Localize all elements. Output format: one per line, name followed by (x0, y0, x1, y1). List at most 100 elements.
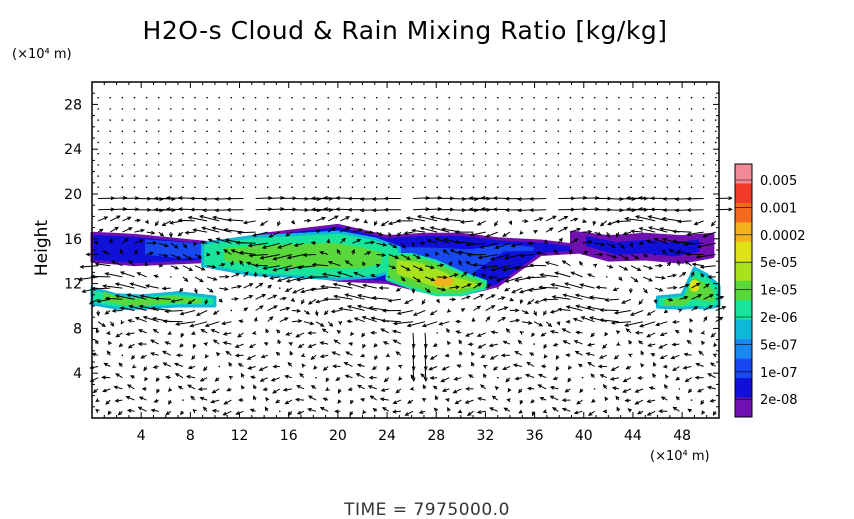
wind-vector (545, 215, 557, 222)
wind-vector (152, 328, 159, 334)
wind-vector (101, 375, 111, 380)
wind-vector (456, 364, 462, 368)
wind-vector (119, 306, 135, 311)
wind-vector (194, 152, 196, 155)
wind-vector (544, 239, 549, 244)
wind-vector (396, 310, 414, 315)
wind-vector (320, 284, 341, 289)
wind-vector (194, 186, 196, 189)
wind-vector (155, 377, 160, 383)
wind-vector (666, 141, 669, 144)
wind-vector (490, 330, 498, 335)
wind-vector (388, 265, 397, 269)
wind-vector (579, 388, 584, 394)
wind-vector (616, 406, 621, 412)
wind-vector (521, 164, 523, 166)
wind-vector (501, 265, 523, 272)
wind-vector (190, 395, 196, 401)
wind-vector (105, 399, 111, 405)
wind-vector (339, 164, 342, 166)
wind-vector (628, 288, 633, 294)
wind-vector (348, 342, 353, 346)
wind-vector (606, 208, 624, 213)
wind-vector (258, 366, 268, 371)
wind-vector (363, 175, 366, 177)
wind-vector (448, 96, 451, 99)
wind-vector (254, 186, 257, 189)
wind-vector (411, 228, 426, 233)
wind-vector (471, 317, 476, 322)
wind-vector (645, 239, 656, 244)
wind-vector (97, 152, 99, 155)
wind-vector (204, 299, 209, 305)
wind-vector (370, 274, 377, 278)
wind-vector (146, 230, 156, 235)
wind-vector (145, 186, 148, 189)
wind-vector (157, 130, 160, 133)
wind-vector (337, 388, 342, 394)
wind-vector (437, 263, 445, 268)
wind-vector (605, 186, 608, 189)
wind-vector (242, 108, 245, 110)
wind-vector (339, 175, 342, 177)
wind-vector (192, 409, 197, 414)
wind-vector (216, 250, 221, 256)
wind-vector (496, 96, 499, 99)
wind-vector (485, 283, 491, 289)
wind-vector (295, 332, 305, 338)
wind-vector (144, 219, 149, 225)
wind-vector (189, 321, 208, 328)
wind-vector (118, 362, 123, 367)
colorbar-label: 2e-06 (760, 311, 798, 326)
wind-vector (315, 152, 317, 155)
wind-vector (234, 343, 244, 348)
wind-vector (372, 407, 378, 413)
wind-vector (526, 386, 535, 391)
wind-vector (367, 385, 377, 390)
wind-vector (521, 96, 523, 99)
wind-vector (642, 152, 644, 155)
wind-vector (291, 141, 293, 144)
wind-vector (618, 186, 620, 189)
wind-vector (400, 242, 407, 249)
wind-vector (710, 220, 717, 227)
wind-vector (242, 152, 245, 155)
wind-vector (212, 310, 220, 315)
wind-vector (206, 276, 218, 281)
wind-vector (382, 341, 389, 345)
wind-vector (96, 310, 101, 317)
wind-vector (472, 119, 475, 121)
wind-vector (218, 119, 221, 121)
wind-vector (707, 274, 716, 279)
wind-vector (424, 96, 426, 99)
wind-vector (107, 340, 112, 346)
wind-vector (228, 375, 234, 380)
wind-vector (387, 276, 390, 278)
wind-vector (285, 276, 305, 283)
wind-vector (545, 227, 554, 233)
wind-vector (503, 287, 511, 292)
wind-vector (424, 152, 426, 155)
wind-vector (509, 96, 511, 99)
wind-vector (514, 376, 523, 381)
wind-vector (251, 330, 257, 335)
colorbar-swatch (735, 319, 752, 340)
wind-vector (339, 130, 342, 133)
wind-vector (137, 341, 147, 346)
wind-vector (594, 231, 602, 236)
wind-vector (412, 276, 422, 283)
wind-vector (412, 164, 414, 166)
wind-vector (444, 353, 450, 358)
wind-vector (502, 366, 511, 370)
wind-vector (585, 352, 595, 356)
wind-vector (713, 342, 718, 348)
wind-vector (502, 340, 511, 345)
wind-vector (262, 265, 280, 270)
wind-vector (610, 320, 632, 325)
wind-vector (157, 119, 160, 121)
wind-vector (646, 399, 656, 404)
wind-vector (489, 407, 498, 412)
wind-vector (211, 226, 232, 233)
wind-vector (319, 251, 329, 255)
wind-vector (423, 332, 428, 349)
